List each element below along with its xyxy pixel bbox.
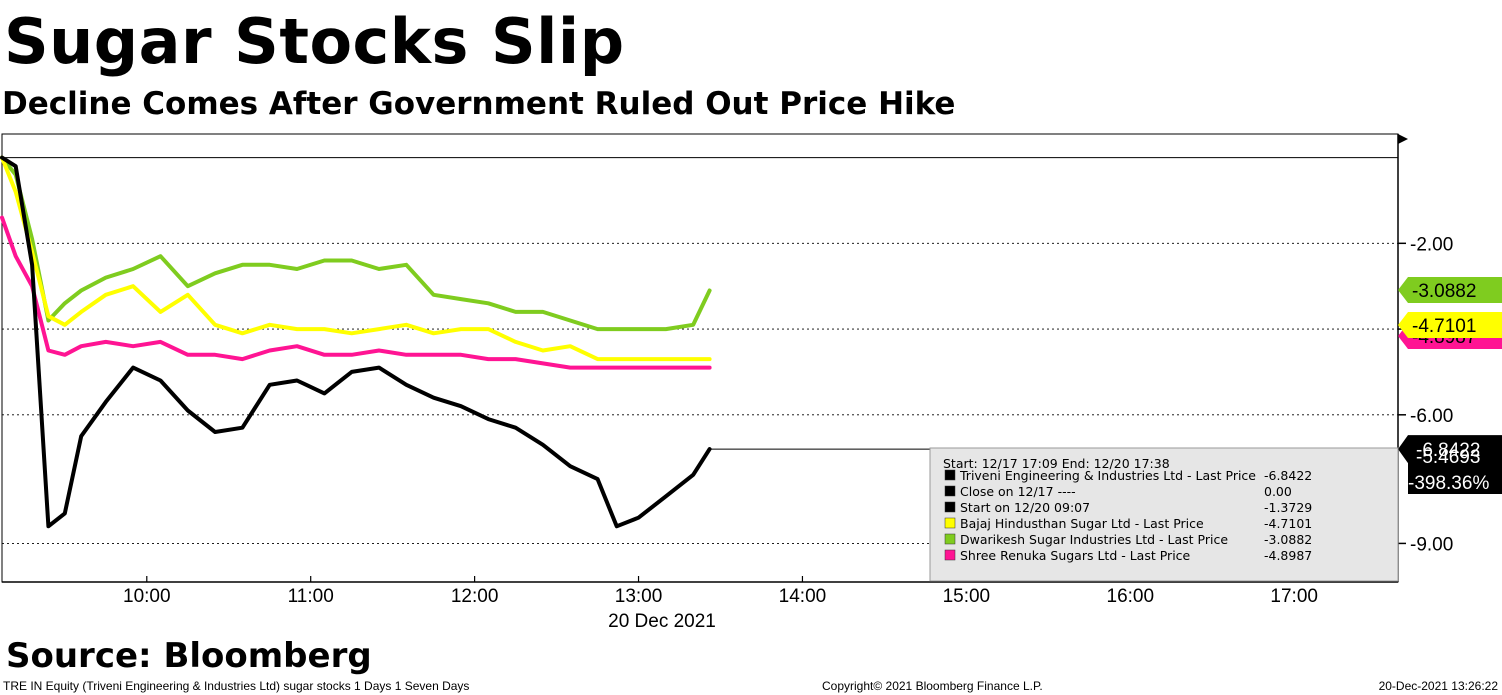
series-line xyxy=(0,155,712,332)
triveni-value-block xyxy=(1398,435,1502,494)
legend-entry-label: Shree Renuka Sugars Ltd - Last Price xyxy=(960,548,1191,563)
legend-entry-label: Bajaj Hindusthan Sugar Ltd - Last Price xyxy=(960,516,1204,531)
x-tick-label: 14:00 xyxy=(779,586,827,607)
legend-swatch xyxy=(944,469,956,481)
legend-entry-value: -3.0882 xyxy=(1264,532,1312,547)
legend-swatch xyxy=(944,549,956,561)
x-tick-label: 11:00 xyxy=(288,586,334,607)
legend-entry-value: -4.8987 xyxy=(1264,548,1312,563)
x-tick-label: 10:00 xyxy=(123,586,171,607)
triveni-value-tag-label: -6.8422 xyxy=(1416,440,1480,461)
x-tick-label: 16:00 xyxy=(1107,586,1155,607)
x-tick-label: 17:00 xyxy=(1270,586,1318,607)
series-line xyxy=(0,155,712,362)
legend-entry-label: Triveni Engineering & Industries Ltd - L… xyxy=(959,468,1256,483)
legend-swatch xyxy=(944,533,956,545)
legend-swatch xyxy=(944,501,956,513)
chart-subtitle: Decline Comes After Government Ruled Out… xyxy=(2,86,956,122)
line-chart: -2.00-4.00-6.00-9.0010:0011:0012:0013:00… xyxy=(0,133,1502,632)
legend-header: Start: 12/17 17:09 End: 12/20 17:38 xyxy=(943,456,1170,471)
legend-swatch xyxy=(944,517,956,529)
legend-box xyxy=(929,447,1399,582)
dwarikesh-value-tag xyxy=(1398,276,1502,303)
copyright-notice: Copyright© 2021 Bloomberg Finance L.P. xyxy=(822,679,1043,693)
chart-description: TRE IN Equity (Triveni Engineering & Ind… xyxy=(3,679,470,693)
legend-entry-value: -6.8422 xyxy=(1264,468,1312,483)
legend-entry-label: Dwarikesh Sugar Industries Ltd - Last Pr… xyxy=(960,532,1228,547)
x-axis-label: 20 Dec 2021 xyxy=(608,611,716,632)
triveni-pct-tag-label: -398.36% xyxy=(1408,473,1489,494)
bajaj-value-tag xyxy=(1398,312,1502,338)
legend-entry-label: Close on 12/17 ---- xyxy=(960,484,1076,499)
y-axis-arrow xyxy=(1398,134,1408,144)
legend-entry-label: Start on 12/20 09:07 xyxy=(960,500,1090,515)
series-line xyxy=(0,155,712,529)
chart-title: Sugar Stocks Slip xyxy=(4,5,625,78)
source-note: Source: Bloomberg xyxy=(6,636,372,676)
y-tick-label: -6.00 xyxy=(1410,406,1453,427)
generated-timestamp: 20-Dec-2021 13:26:22 xyxy=(1378,679,1498,693)
bajaj-value-tag-label: -4.7101 xyxy=(1412,316,1476,337)
x-tick-label: 12:00 xyxy=(451,586,499,607)
legend-entry-value: 0.00 xyxy=(1264,484,1292,499)
legend-entry-value: -4.7101 xyxy=(1264,516,1312,531)
y-tick-label: -2.00 xyxy=(1410,234,1453,255)
triveni-start-tag-label: -5.4693 xyxy=(1416,447,1480,468)
y-tick-label: -9.00 xyxy=(1410,534,1453,555)
legend-swatch xyxy=(944,485,956,497)
legend-entry-value: -1.3729 xyxy=(1264,500,1312,515)
dwarikesh-value-tag-label: -3.0882 xyxy=(1412,281,1476,302)
x-tick-label: 15:00 xyxy=(943,586,991,607)
x-tick-label: 13:00 xyxy=(615,586,663,607)
series-line xyxy=(0,215,712,370)
